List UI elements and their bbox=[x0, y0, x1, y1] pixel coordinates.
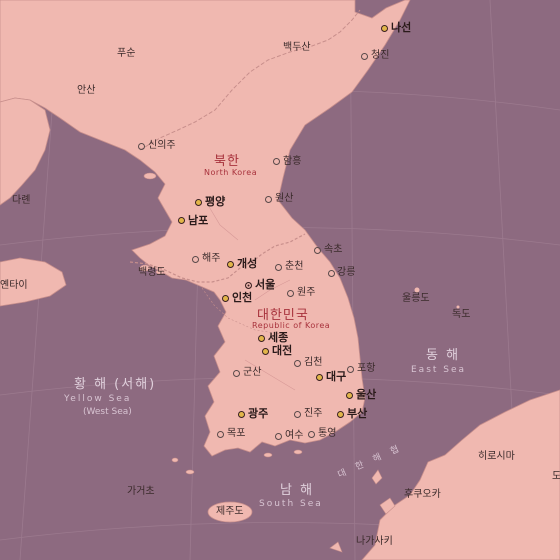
label-wonju: 원주 bbox=[297, 287, 316, 298]
label-nagasaki: 나가사키 bbox=[356, 536, 393, 547]
chuncheon-dot bbox=[275, 264, 282, 271]
gimcheon-dot bbox=[294, 360, 301, 367]
label-baekdusan: 백두산 bbox=[283, 42, 311, 53]
sokcho-dot bbox=[314, 247, 321, 254]
label-funsun: 푸순 bbox=[117, 48, 136, 59]
label-pyongyang: 평양 bbox=[205, 195, 226, 208]
north-korea-en-label: North Korea bbox=[204, 168, 258, 177]
coastal-islands bbox=[139, 172, 303, 475]
label-yeosu: 여수 bbox=[285, 430, 304, 441]
mainland-landmass bbox=[0, 0, 411, 457]
wonju-dot bbox=[287, 290, 294, 297]
south-korea-en-label: Republic of Korea bbox=[252, 321, 331, 330]
label-seoul: 서울 bbox=[255, 278, 276, 291]
label-daegu: 대구 bbox=[326, 370, 347, 383]
liaodong-landmass bbox=[0, 97, 51, 206]
label-mokpo: 목포 bbox=[227, 428, 246, 439]
label-sejong: 세종 bbox=[268, 331, 289, 344]
label-gangneung: 강릉 bbox=[337, 267, 356, 278]
label-ansan: 안산 bbox=[77, 85, 96, 96]
label-ulsan: 울산 bbox=[356, 388, 377, 401]
label-gwangju: 광주 bbox=[248, 407, 269, 420]
busan-dot bbox=[337, 411, 344, 418]
pohang-dot bbox=[347, 366, 354, 373]
label-hamheung: 함흥 bbox=[283, 156, 302, 167]
label-nason: 나선 bbox=[391, 21, 412, 34]
kaesong-dot bbox=[227, 261, 234, 268]
label-hiroshima: 히로시마 bbox=[478, 451, 515, 462]
sinuiju-dot bbox=[138, 143, 145, 150]
jeju-island bbox=[207, 501, 253, 523]
province-line bbox=[201, 287, 283, 335]
shandong-landmass bbox=[0, 257, 67, 307]
gunsan-dot bbox=[233, 370, 240, 377]
label-busan: 부산 bbox=[347, 407, 368, 420]
label-fukuoka: 후쿠오카 bbox=[404, 489, 441, 500]
label-haeju: 해주 bbox=[202, 253, 221, 264]
tongyeong-dot bbox=[308, 431, 315, 438]
south-sea-label: 남 해 bbox=[280, 483, 315, 498]
label-tongyeong: 통영 bbox=[318, 428, 337, 439]
wonsan-dot bbox=[265, 196, 272, 203]
label-kaesong: 개성 bbox=[237, 257, 258, 270]
gwangju-dot bbox=[238, 411, 245, 418]
nason-dot bbox=[381, 25, 388, 32]
label-jinju: 진주 bbox=[304, 408, 323, 419]
east-sea-label: 동 해 bbox=[426, 348, 461, 363]
label-gimcheon: 김천 bbox=[304, 357, 323, 368]
south-korea-label: 대한민국 bbox=[257, 308, 309, 323]
yellow-sea-en-label: Yellow Sea bbox=[64, 394, 132, 404]
label-gagyeodo: 가거초 bbox=[127, 486, 155, 497]
label-nampo: 남포 bbox=[188, 214, 209, 227]
label-do-edge: 도 bbox=[552, 471, 560, 482]
ulleungdo-island bbox=[414, 287, 420, 293]
label-jeju: 제주도 bbox=[216, 506, 244, 517]
label-dokdo: 독도 bbox=[452, 309, 471, 320]
label-dalian: 다롄 bbox=[12, 195, 31, 206]
gangneung-dot bbox=[328, 270, 335, 277]
sejong-dot bbox=[258, 335, 265, 342]
china-nk-border bbox=[139, 9, 361, 151]
north-korea-label: 북한 bbox=[214, 154, 240, 169]
label-daejeon: 대전 bbox=[272, 344, 293, 357]
label-gunsan: 군산 bbox=[243, 367, 262, 378]
incheon-dot bbox=[222, 295, 229, 302]
daejeon-dot bbox=[262, 348, 269, 355]
haeju-dot bbox=[192, 256, 199, 263]
mokpo-dot bbox=[217, 431, 224, 438]
label-baengnyeongdo: 백령도 bbox=[138, 267, 166, 278]
dokdo-island bbox=[456, 305, 460, 309]
label-pohang: 포항 bbox=[357, 363, 376, 374]
label-wonsan: 원산 bbox=[275, 193, 294, 204]
label-sinuiju: 신의주 bbox=[148, 140, 176, 151]
east-sea-en-label: East Sea bbox=[411, 365, 467, 375]
japan-landmass bbox=[361, 389, 560, 560]
west-sea-en-label: (West Sea) bbox=[83, 407, 132, 417]
seoul-dot bbox=[245, 282, 252, 289]
jinju-dot bbox=[294, 411, 301, 418]
label-chuncheon: 춘천 bbox=[285, 261, 304, 272]
yeosu-dot bbox=[275, 433, 282, 440]
pyongyang-dot bbox=[195, 199, 202, 206]
label-sokcho: 속초 bbox=[324, 244, 343, 255]
japan-islands bbox=[329, 469, 396, 553]
yellow-sea-label: 황 해 (서해) bbox=[74, 377, 157, 392]
label-cheongjin: 청진 bbox=[371, 50, 390, 61]
ulsan-dot bbox=[346, 392, 353, 399]
south-sea-en-label: South Sea bbox=[259, 499, 323, 509]
dmz-border bbox=[129, 233, 306, 283]
label-incheon: 인천 bbox=[232, 291, 253, 304]
rivers bbox=[204, 199, 296, 391]
hamheung-dot bbox=[273, 158, 280, 165]
nampo-dot bbox=[178, 217, 185, 224]
label-yantai: 옌타이 bbox=[0, 280, 28, 291]
daegu-dot bbox=[316, 374, 323, 381]
cheongjin-dot bbox=[361, 53, 368, 60]
label-ulleungdo: 울릉도 bbox=[402, 293, 430, 304]
